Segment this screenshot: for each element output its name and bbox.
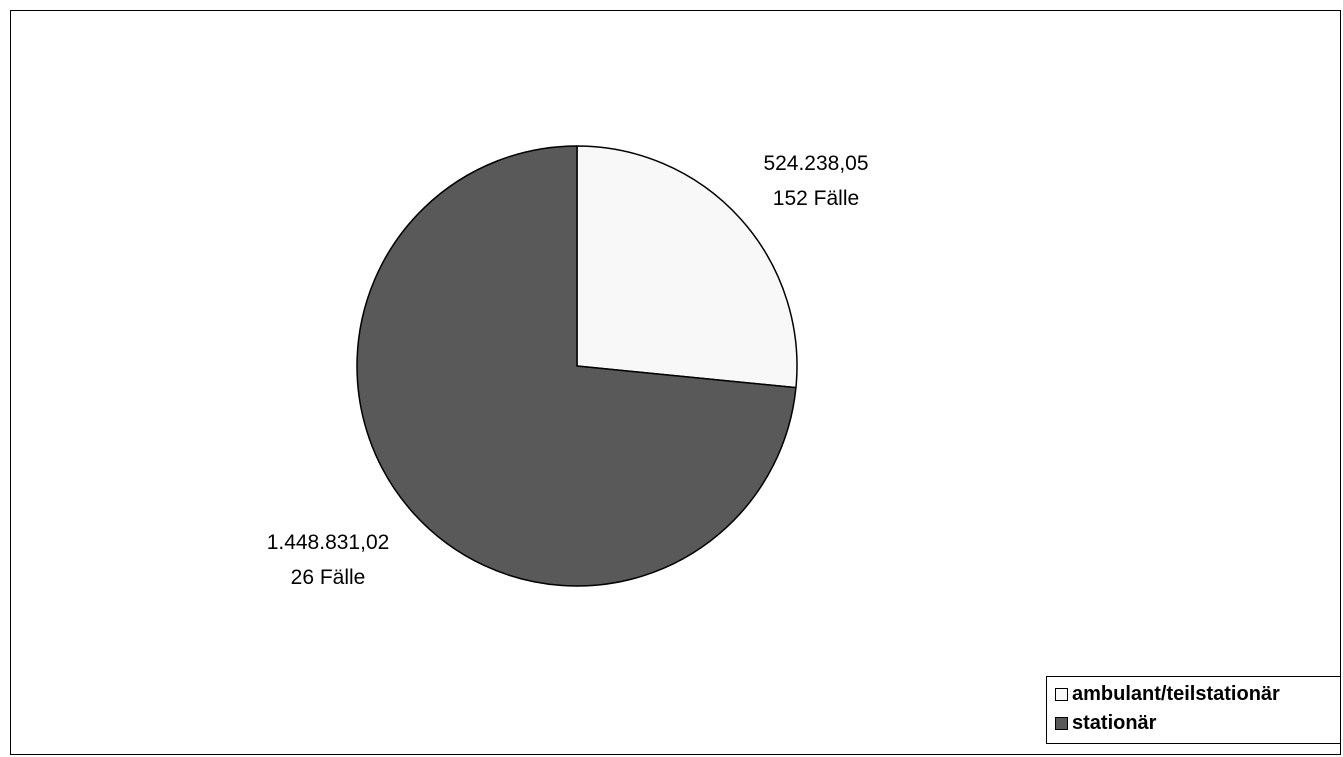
legend-label-ambulant: ambulant/teilstationär xyxy=(1072,683,1280,705)
legend-item-ambulant: ambulant/teilstationär xyxy=(1055,680,1340,709)
legend-swatch-ambulant xyxy=(1055,688,1068,701)
legend-label-stationaer: stationär xyxy=(1072,712,1157,734)
slice-label-ambulant-value: 524.238,05 xyxy=(763,152,868,175)
pie-slices xyxy=(356,145,798,587)
slice-ambulant xyxy=(576,145,798,389)
legend: ambulant/teilstationär stationär xyxy=(1046,676,1341,744)
slice-label-stationaer-cases: 26 Fälle xyxy=(291,566,366,589)
legend-swatch-stationaer xyxy=(1055,717,1068,730)
slice-stationaer xyxy=(356,145,797,587)
slice-label-ambulant-cases: 152 Fälle xyxy=(773,187,859,210)
slice-label-stationaer-value: 1.448.831,02 xyxy=(267,531,390,554)
legend-item-stationaer: stationär xyxy=(1055,709,1340,738)
